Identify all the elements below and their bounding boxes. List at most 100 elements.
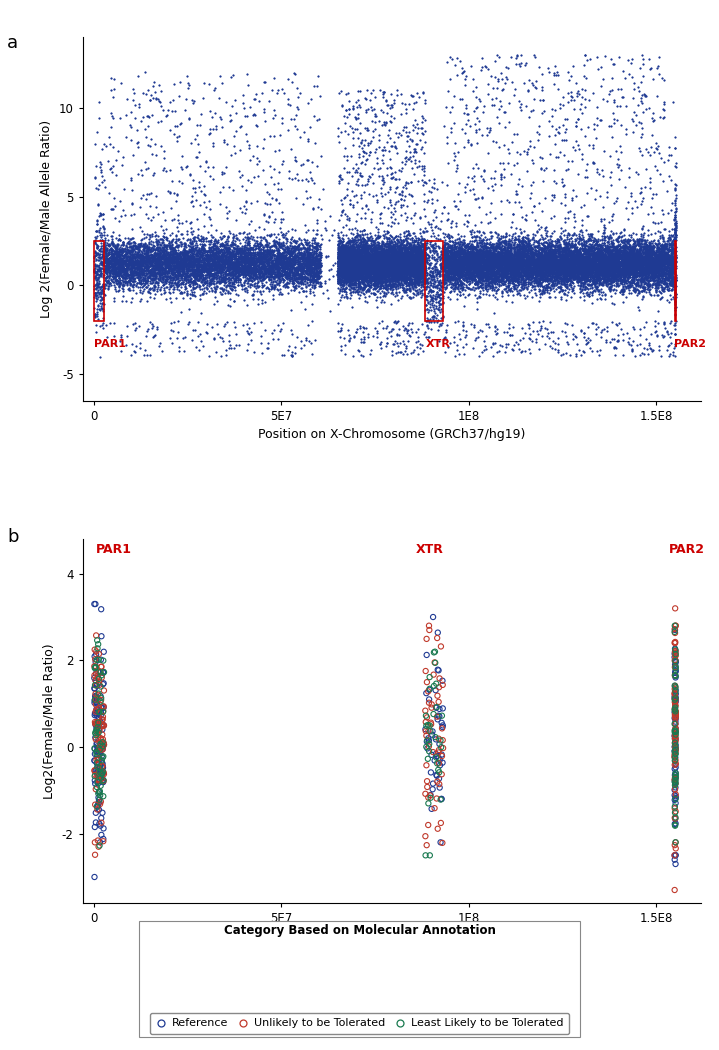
Point xyxy=(550,258,562,275)
Point xyxy=(90,180,101,196)
Point xyxy=(488,247,500,264)
Point xyxy=(181,252,193,269)
Point xyxy=(415,264,426,280)
Point xyxy=(532,243,544,259)
Point xyxy=(394,243,406,259)
Point xyxy=(160,248,171,265)
Point xyxy=(395,249,406,266)
Point xyxy=(639,250,651,267)
Point xyxy=(373,245,385,261)
Point xyxy=(293,88,304,105)
Point xyxy=(561,276,572,293)
Point xyxy=(395,265,406,281)
Point xyxy=(584,251,595,268)
Point xyxy=(573,262,585,279)
Point xyxy=(435,272,446,289)
Point xyxy=(413,240,424,257)
Point xyxy=(239,249,250,266)
Point xyxy=(642,268,654,285)
Point xyxy=(403,257,415,274)
Point xyxy=(523,268,534,285)
Point xyxy=(344,249,355,266)
Point xyxy=(356,266,367,282)
Point xyxy=(390,258,402,275)
Point xyxy=(655,254,667,271)
Point xyxy=(395,252,406,269)
Point xyxy=(542,250,554,267)
Point xyxy=(239,272,250,289)
Point xyxy=(610,277,622,294)
Point xyxy=(291,245,303,261)
Point xyxy=(525,253,536,270)
Point xyxy=(380,273,391,290)
Point xyxy=(241,322,252,339)
Point xyxy=(636,247,647,264)
Point xyxy=(502,141,513,158)
Point xyxy=(374,289,385,306)
Point xyxy=(511,255,523,272)
Point xyxy=(554,260,565,277)
Point xyxy=(583,231,595,248)
Point xyxy=(296,246,307,262)
Point xyxy=(308,265,319,281)
Point xyxy=(158,280,170,297)
Point xyxy=(274,259,285,276)
Point xyxy=(538,231,549,248)
Point xyxy=(575,266,587,282)
Point xyxy=(562,269,574,286)
Point xyxy=(489,245,500,261)
Point xyxy=(375,252,386,269)
Point xyxy=(157,273,168,290)
Point xyxy=(364,247,375,264)
Point xyxy=(157,249,169,266)
Point xyxy=(590,254,602,271)
Point xyxy=(413,267,425,284)
Point xyxy=(618,271,630,288)
Point xyxy=(457,268,468,285)
Point xyxy=(631,244,643,260)
Point xyxy=(185,238,196,255)
Point xyxy=(414,254,426,271)
Point xyxy=(408,249,419,266)
Point xyxy=(351,99,362,116)
Point xyxy=(344,196,355,213)
Point xyxy=(376,142,388,159)
Point xyxy=(546,260,558,277)
Point xyxy=(158,276,170,293)
Point xyxy=(201,249,213,266)
Point xyxy=(420,702,431,719)
Point xyxy=(385,256,396,273)
Point xyxy=(646,238,658,255)
Point xyxy=(395,127,407,144)
Point xyxy=(355,262,367,279)
Point xyxy=(227,267,239,284)
Point xyxy=(454,287,465,303)
Point xyxy=(344,245,355,261)
Point xyxy=(503,230,514,247)
Point xyxy=(363,255,375,272)
Point xyxy=(521,262,532,279)
Point xyxy=(543,256,554,273)
Point xyxy=(395,254,407,271)
Point xyxy=(651,262,662,279)
Point xyxy=(641,244,652,260)
Point xyxy=(232,274,244,291)
Point xyxy=(160,256,171,273)
Point xyxy=(534,264,546,280)
Point xyxy=(387,258,398,275)
Point xyxy=(91,266,103,282)
Point xyxy=(197,285,209,301)
Point xyxy=(208,252,219,269)
Point xyxy=(589,233,600,250)
Point xyxy=(627,266,638,282)
Point xyxy=(564,248,575,265)
Point xyxy=(400,246,412,262)
Point xyxy=(501,247,513,264)
Point xyxy=(406,261,417,278)
Point xyxy=(541,259,552,276)
Point xyxy=(591,264,603,280)
Point xyxy=(396,271,408,288)
Point xyxy=(642,265,654,281)
Point xyxy=(365,255,376,272)
Point xyxy=(539,244,551,260)
